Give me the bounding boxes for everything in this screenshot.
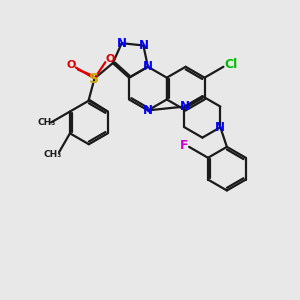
Text: N: N [143, 104, 153, 117]
Text: N: N [143, 60, 153, 73]
Text: Cl: Cl [225, 58, 238, 71]
Text: S: S [89, 71, 100, 85]
Text: N: N [215, 121, 225, 134]
Text: CH₃: CH₃ [44, 150, 62, 159]
Text: CH₃: CH₃ [37, 118, 55, 127]
Text: N: N [179, 100, 190, 113]
Text: N: N [117, 37, 127, 50]
Text: N: N [138, 39, 148, 52]
Text: O: O [106, 54, 115, 64]
Text: O: O [66, 60, 76, 70]
Text: F: F [180, 140, 188, 152]
